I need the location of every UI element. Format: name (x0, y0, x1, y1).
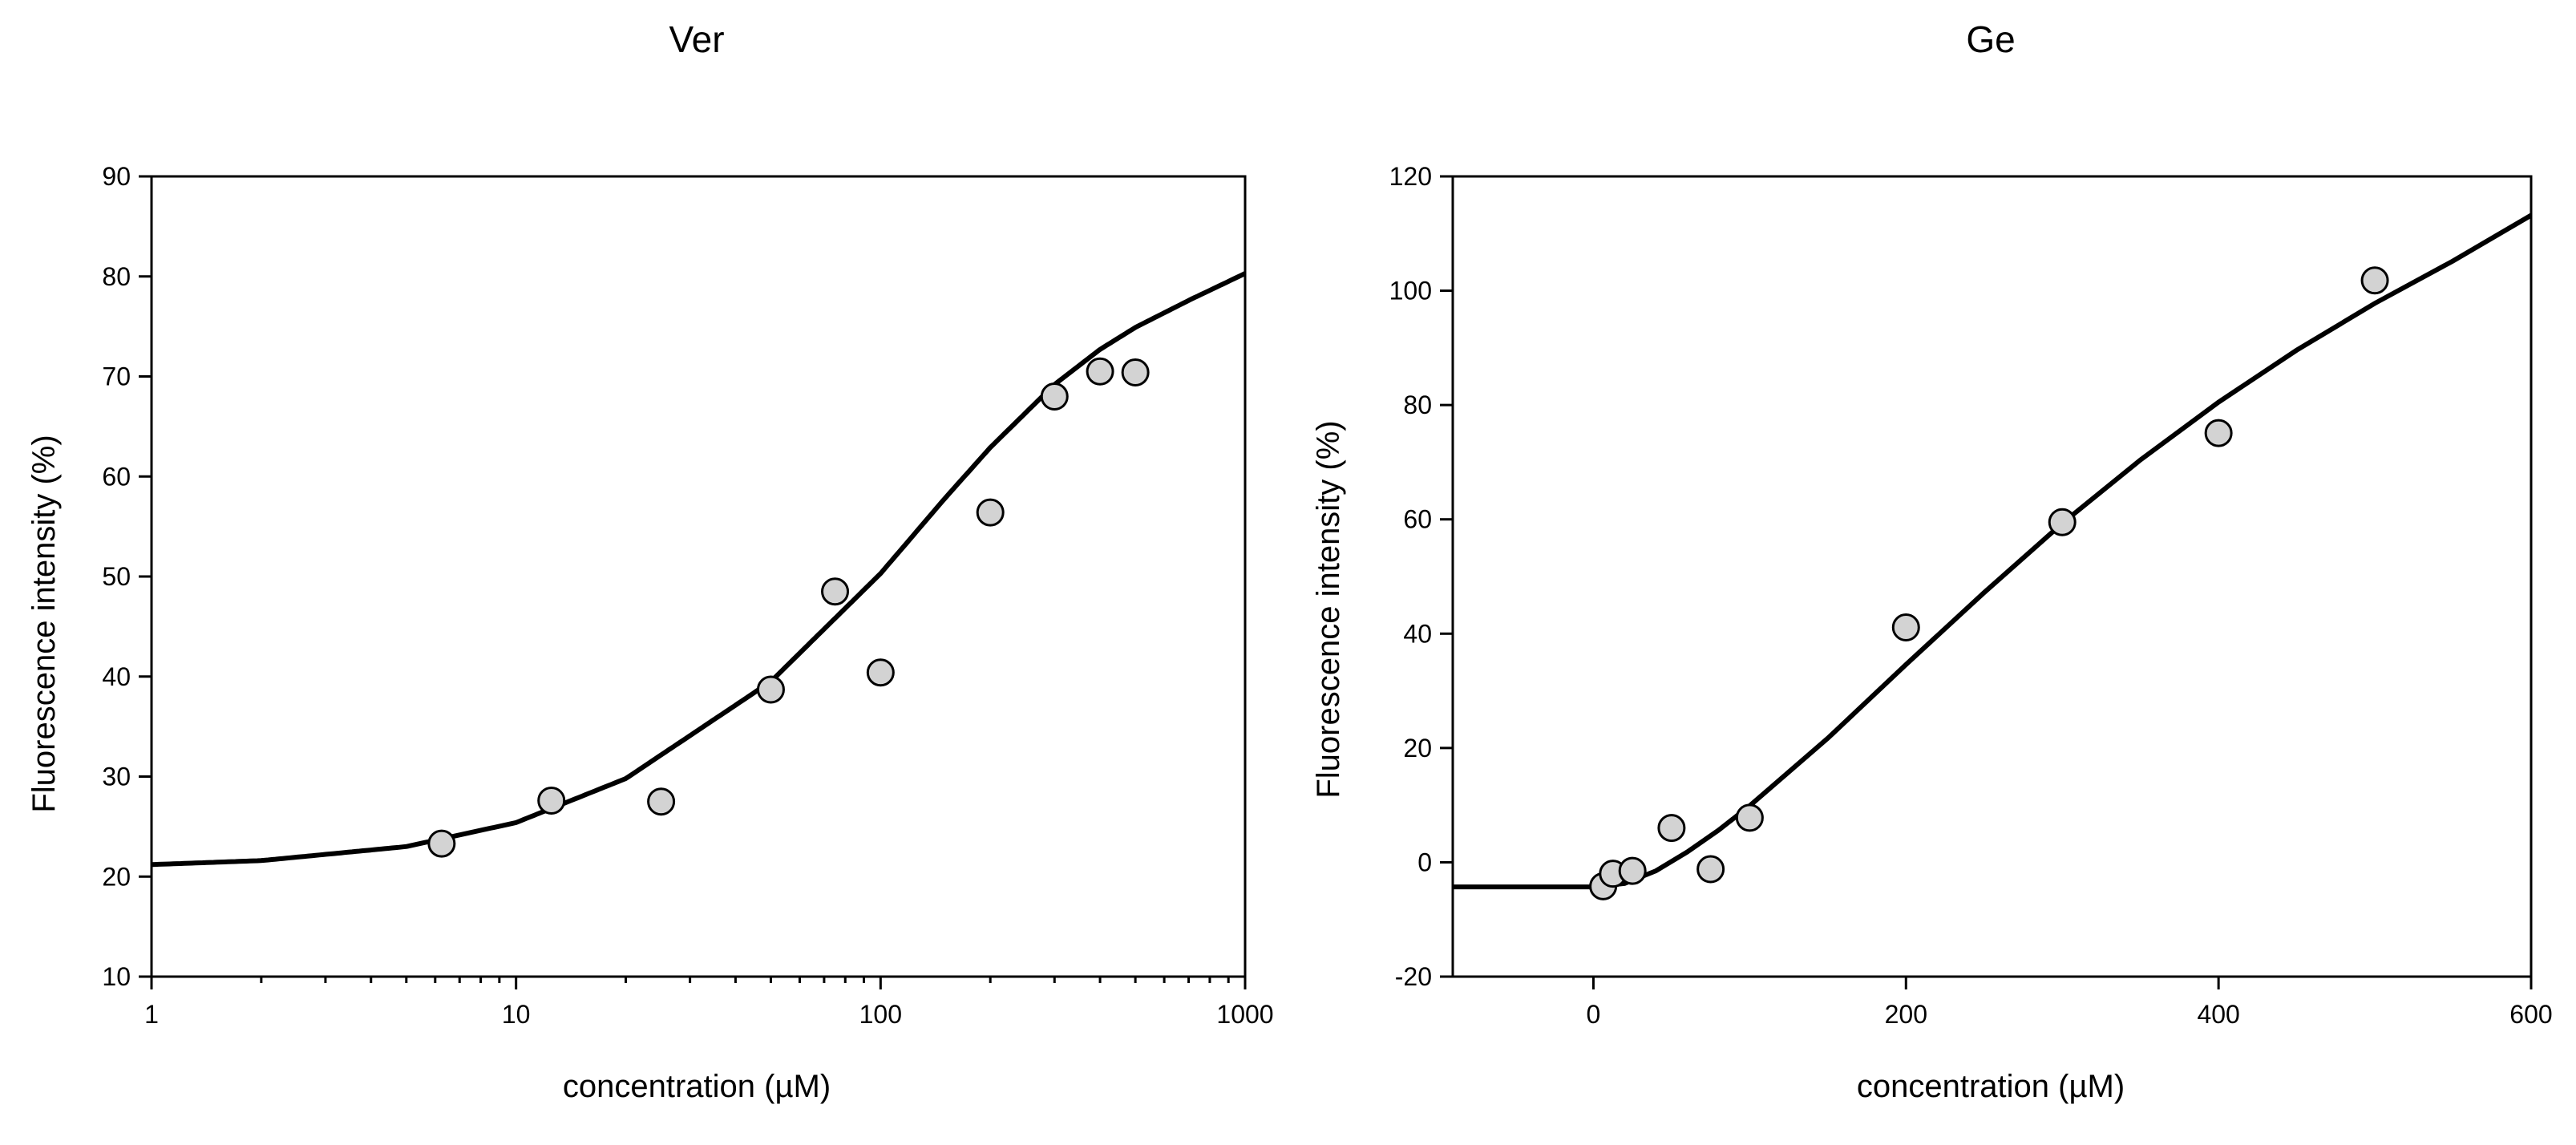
y-tick-label: 70 (102, 362, 131, 391)
y-tick-label: 60 (1403, 505, 1432, 534)
data-point (1086, 357, 1114, 386)
y-tick-label: 50 (102, 562, 131, 591)
data-point (2204, 419, 2233, 447)
fit-curve (151, 271, 1247, 868)
y-tick-label: 80 (1403, 390, 1432, 419)
y-tick-label: 20 (1403, 734, 1432, 763)
data-point (866, 658, 895, 687)
y-tick-label: -20 (1395, 962, 1432, 991)
y-axis-label: Fluorescence intensity (%) (26, 435, 62, 812)
y-tick-label: 20 (102, 862, 131, 891)
data-point (1040, 382, 1069, 411)
data-point (1891, 613, 1920, 641)
y-tick-label: 100 (1389, 277, 1432, 305)
data-point (1121, 358, 1150, 387)
chart-title: Ver (669, 18, 724, 60)
data-point (976, 498, 1005, 527)
data-point (2360, 266, 2389, 295)
y-tick-label: 10 (102, 962, 131, 991)
plot-frame (1451, 175, 2533, 978)
y-tick-label: 120 (1389, 162, 1432, 191)
x-tick-label: 400 (2197, 1000, 2239, 1029)
y-tick-label: 40 (102, 662, 131, 691)
x-tick-label: 600 (2509, 1000, 2552, 1029)
data-point (756, 675, 785, 704)
y-tick-label: 60 (102, 462, 131, 491)
data-point (1696, 855, 1725, 884)
data-point (821, 577, 850, 606)
y-tick-label: 30 (102, 763, 131, 791)
data-point (2048, 508, 2077, 536)
y-tick-label: 90 (102, 162, 131, 191)
x-axis-label: concentration (µM) (563, 1069, 831, 1104)
y-tick-label: 80 (102, 262, 131, 291)
x-tick-label: 1000 (1216, 1000, 1273, 1029)
data-point (1618, 856, 1647, 885)
x-tick-label: 100 (859, 1000, 902, 1029)
y-axis-label: Fluorescence intensity (%) (1311, 420, 1346, 798)
data-point (1657, 814, 1686, 843)
panel-ge: Ge concentration (µM) Fluorescence inten… (1311, 18, 2553, 1104)
data-point (427, 829, 456, 858)
data-point (647, 787, 676, 816)
data-point (1735, 803, 1764, 832)
y-tick-label: 40 (1403, 619, 1432, 648)
data-point (537, 786, 566, 815)
x-tick-label: 1 (144, 1000, 159, 1029)
chart-title: Ge (1966, 18, 2015, 60)
fit-curve (1453, 212, 2533, 890)
x-tick-label: 200 (1885, 1000, 1927, 1029)
y-tick-label: 0 (1417, 848, 1432, 876)
x-tick-label: 0 (1587, 1000, 1601, 1029)
x-axis-label: concentration (µM) (1857, 1069, 2125, 1104)
x-tick-label: 10 (502, 1000, 531, 1029)
panel-ver: Ver concentration (µM) Fluorescence inte… (26, 18, 1274, 1104)
